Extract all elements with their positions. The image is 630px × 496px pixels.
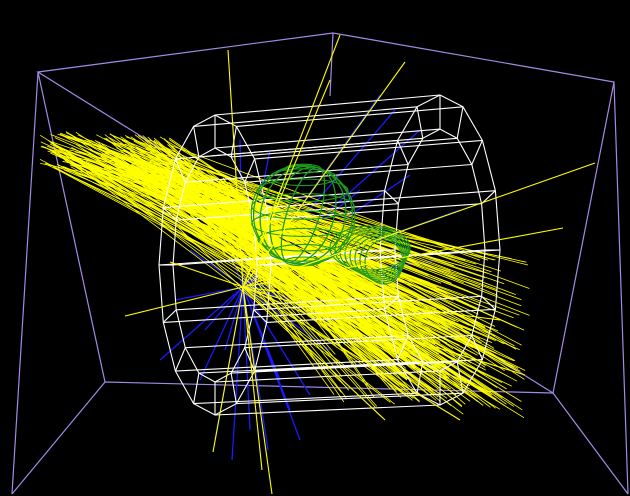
charged-track-rays — [124, 34, 596, 495]
sphere-volume — [250, 163, 411, 285]
